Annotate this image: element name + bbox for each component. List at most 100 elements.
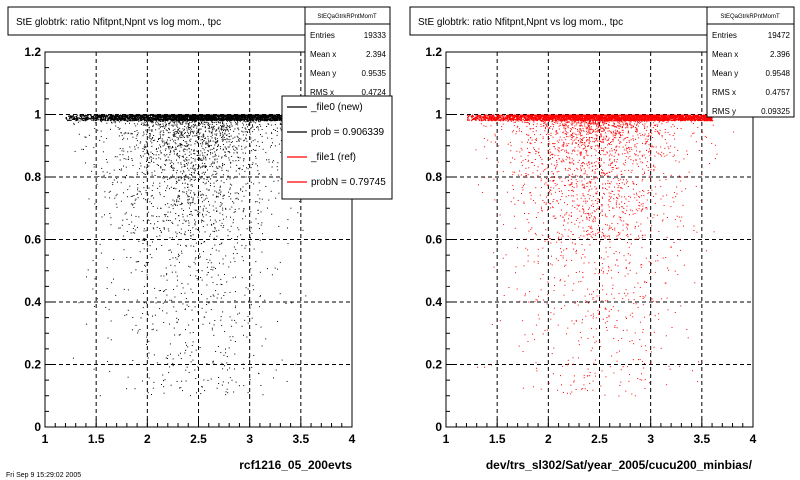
scatter-point xyxy=(192,341,194,343)
scatter-point xyxy=(106,171,108,173)
scatter-point xyxy=(91,170,93,172)
scatter-point xyxy=(291,302,293,304)
scatter-point xyxy=(88,118,89,120)
scatter-point xyxy=(219,205,221,207)
scatter-point xyxy=(197,115,199,117)
scatter-point xyxy=(166,312,168,314)
scatter-point xyxy=(95,122,97,124)
scatter-point xyxy=(161,117,162,119)
scatter-point xyxy=(222,139,224,141)
scatter-point xyxy=(260,117,262,119)
scatter-point xyxy=(220,176,222,178)
scatter-point xyxy=(252,125,253,127)
scatter-point xyxy=(118,135,120,137)
scatter-point xyxy=(143,118,145,120)
scatter-point xyxy=(192,200,194,202)
scatter-point xyxy=(248,114,250,116)
scatter-point xyxy=(181,282,183,284)
scatter-point xyxy=(165,357,167,359)
scatter-point xyxy=(115,117,117,119)
scatter-point xyxy=(76,117,78,119)
scatter-point xyxy=(172,176,174,178)
scatter-point xyxy=(276,127,278,129)
scatter-point xyxy=(227,382,229,384)
scatter-point xyxy=(167,220,169,221)
scatter-point xyxy=(264,119,267,122)
scatter-point xyxy=(152,241,153,243)
scatter-point xyxy=(270,146,271,148)
scatter-point xyxy=(221,242,223,244)
scatter-point xyxy=(176,119,178,121)
scatter-point xyxy=(222,119,224,121)
scatter-point xyxy=(157,119,159,121)
scatter-point xyxy=(176,285,178,287)
scatter-point xyxy=(220,148,221,150)
scatter-point xyxy=(110,217,112,219)
scatter-point xyxy=(113,117,115,119)
scatter-point xyxy=(185,115,187,117)
scatter-point xyxy=(100,118,102,120)
scatter-point xyxy=(187,123,189,125)
scatter-point xyxy=(127,158,129,160)
scatter-point xyxy=(109,114,111,116)
scatter-point xyxy=(246,124,248,126)
scatter-point xyxy=(132,119,134,121)
scatter-point xyxy=(251,120,253,122)
scatter-point xyxy=(178,179,179,181)
scatter-point xyxy=(211,118,213,120)
scatter-point xyxy=(242,134,244,136)
scatter-point xyxy=(190,117,191,119)
scatter-point xyxy=(206,259,208,260)
scatter-point xyxy=(117,115,119,117)
scatter-point xyxy=(173,306,175,308)
scatter-point xyxy=(210,117,212,119)
scatter-point xyxy=(163,116,165,119)
scatter-point xyxy=(131,329,133,331)
scatter-point xyxy=(229,187,231,189)
scatter-point xyxy=(228,266,230,268)
scatter-point xyxy=(236,152,238,154)
scatter-point xyxy=(150,151,152,153)
scatter-point xyxy=(161,116,163,118)
scatter-point xyxy=(182,287,184,289)
scatter-point xyxy=(69,115,71,117)
scatter-point xyxy=(205,119,207,121)
scatter-point xyxy=(256,126,257,128)
scatter-point xyxy=(255,201,256,203)
scatter-point xyxy=(135,125,137,127)
scatter-point xyxy=(143,240,145,241)
scatter-point xyxy=(270,114,272,116)
scatter-point xyxy=(66,118,68,120)
scatter-point xyxy=(96,118,98,120)
scatter-point xyxy=(110,120,112,122)
scatter-point xyxy=(199,132,201,134)
scatter-point xyxy=(190,133,191,135)
scatter-point xyxy=(119,159,121,161)
scatter-point xyxy=(156,362,158,364)
scatter-point xyxy=(140,165,142,167)
scatter-point xyxy=(209,233,211,235)
scatter-point xyxy=(134,117,136,119)
scatter-point xyxy=(249,237,251,239)
scatter-point xyxy=(172,124,174,126)
scatter-point xyxy=(183,117,185,118)
scatter-point xyxy=(190,126,192,128)
scatter-point xyxy=(217,196,219,198)
scatter-point xyxy=(192,119,193,121)
scatter-point xyxy=(242,186,244,188)
scatter-point xyxy=(185,245,187,247)
scatter-point xyxy=(199,256,201,258)
scatter-point xyxy=(202,148,204,149)
scatter-point xyxy=(168,122,170,124)
scatter-point xyxy=(183,176,185,178)
scatter-point xyxy=(174,115,176,117)
scatter-point xyxy=(198,119,200,121)
scatter-point xyxy=(107,337,109,339)
scatter-point xyxy=(214,144,216,146)
scatter-point xyxy=(295,363,297,365)
scatter-point xyxy=(183,145,185,147)
scatter-point xyxy=(192,135,194,137)
scatter-point xyxy=(158,290,160,292)
scatter-point xyxy=(190,119,192,121)
scatter-point xyxy=(230,116,232,118)
